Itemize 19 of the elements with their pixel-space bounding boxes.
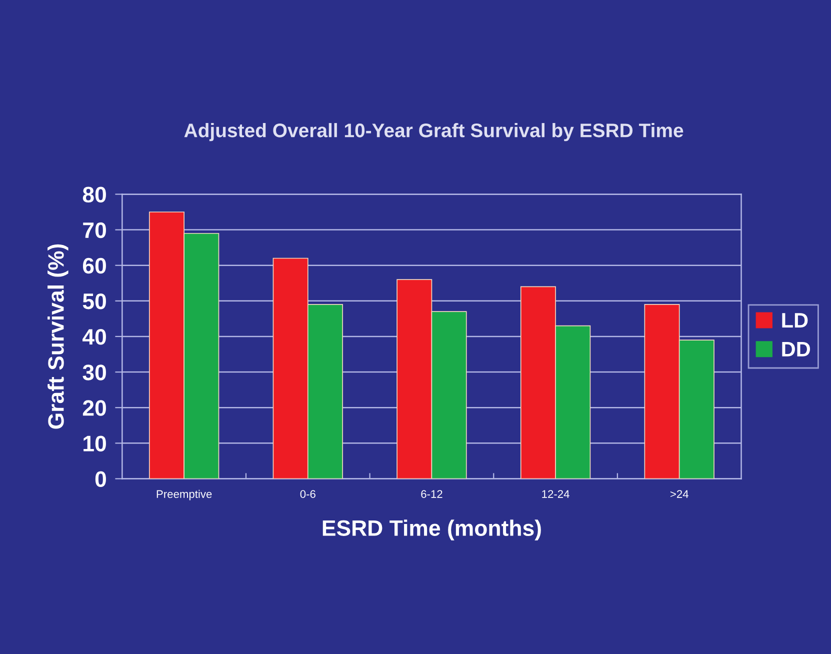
x-tick-label: >24 <box>670 490 688 498</box>
y-tick-label: 80 <box>82 186 106 203</box>
x-tick-label: 12-24 <box>542 490 570 498</box>
legend-label: DD <box>782 342 810 356</box>
y-tick-label: 60 <box>82 258 106 274</box>
chart-title: Adjusted Overall 10-Year Graft Survival by ESRD Time <box>184 123 684 142</box>
y-tick-label: 0 <box>95 471 106 487</box>
x-tick-label: Preemptive <box>156 490 212 500</box>
y-tick-label: 30 <box>82 364 106 380</box>
legend-label: LD <box>782 313 808 328</box>
x-axis-title: ESRD Time (months) <box>322 520 541 540</box>
y-tick-label: 20 <box>82 400 106 416</box>
y-tick-label: 10 <box>84 436 106 452</box>
y-tick-label: 70 <box>83 222 106 238</box>
y-tick-label: 50 <box>82 293 106 310</box>
y-axis-title: Graft Survival (%) <box>48 244 68 429</box>
x-tick-label: 0-6 <box>300 490 316 498</box>
x-tick-label: 6-12 <box>421 490 442 498</box>
y-tick-label: 40 <box>82 329 106 345</box>
